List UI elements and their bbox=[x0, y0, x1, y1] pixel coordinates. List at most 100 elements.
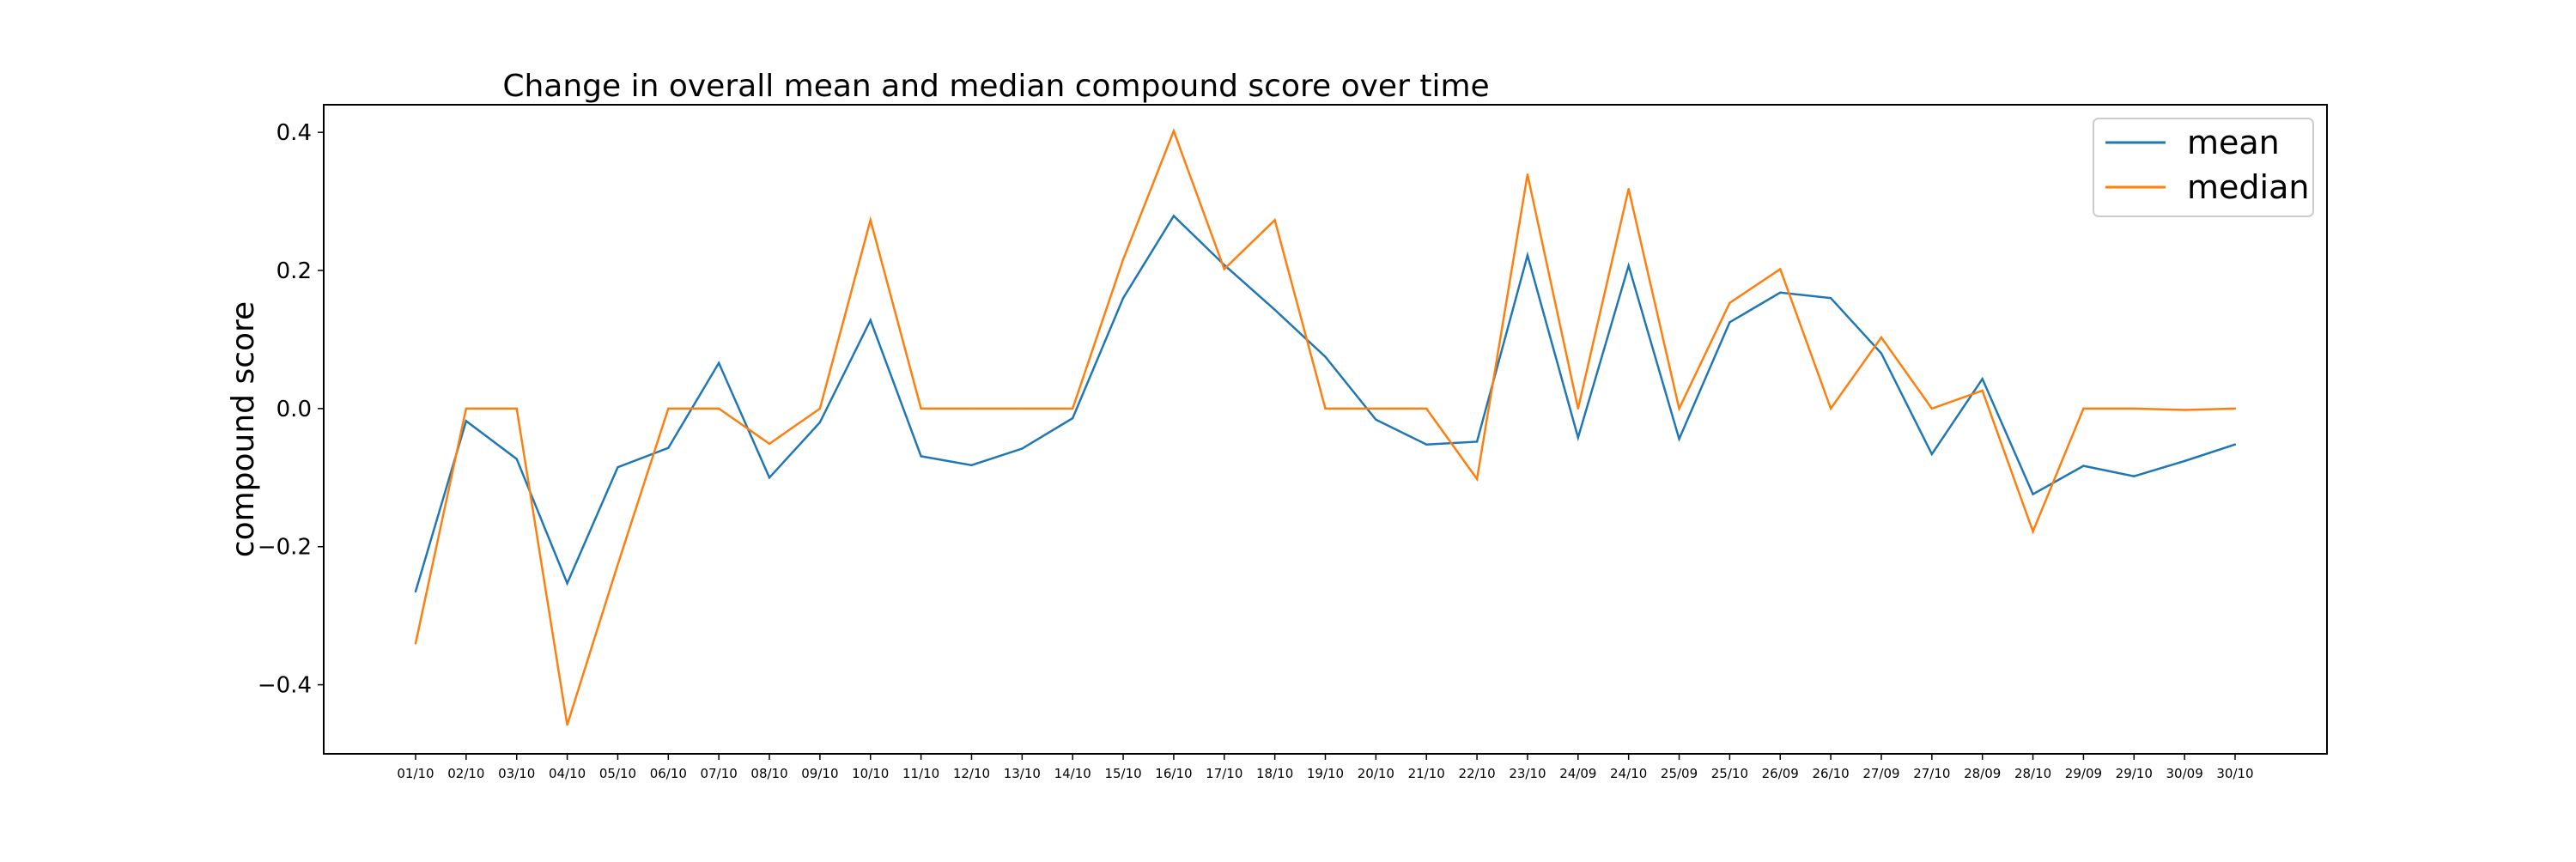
data-point-mean bbox=[1324, 355, 1327, 358]
x-tick-label: 23/10 bbox=[1509, 766, 1546, 781]
data-point-median bbox=[515, 407, 518, 410]
y-tick-label: −0.4 bbox=[258, 673, 312, 699]
x-tick-label: 04/10 bbox=[549, 766, 586, 781]
x-tick-label: 20/10 bbox=[1358, 766, 1394, 781]
data-point-mean bbox=[667, 446, 670, 449]
x-tick-label: 21/10 bbox=[1408, 766, 1445, 781]
x-tick-label: 26/09 bbox=[1762, 766, 1799, 781]
x-tick-label: 27/10 bbox=[1913, 766, 1950, 781]
legend: mean median bbox=[2093, 118, 2314, 217]
data-point-mean bbox=[818, 421, 822, 424]
data-point-mean bbox=[1121, 296, 1125, 300]
data-point-median bbox=[465, 407, 468, 410]
data-point-mean bbox=[1779, 291, 1782, 294]
data-point-mean bbox=[414, 590, 417, 593]
x-tick-label: 15/10 bbox=[1104, 766, 1141, 781]
data-point-mean bbox=[2032, 493, 2034, 495]
data-point-mean bbox=[1375, 418, 1377, 421]
data-point-mean bbox=[2233, 443, 2237, 446]
data-point-median bbox=[1475, 477, 1479, 481]
data-point-median bbox=[869, 219, 872, 222]
data-point-mean bbox=[768, 477, 771, 479]
data-point-median bbox=[1425, 407, 1428, 410]
data-point-median bbox=[1273, 219, 1276, 222]
data-point-median bbox=[1021, 407, 1024, 410]
x-tick-label: 22/10 bbox=[1458, 766, 1495, 781]
data-point-mean bbox=[1172, 215, 1176, 217]
x-tick-label: 30/09 bbox=[2166, 766, 2203, 781]
y-tick-label: −0.2 bbox=[258, 535, 312, 561]
data-point-mean bbox=[1425, 443, 1428, 446]
data-point-median bbox=[566, 724, 568, 726]
x-tick-label: 18/10 bbox=[1256, 766, 1293, 781]
data-point-median bbox=[1981, 389, 1984, 392]
data-point-median bbox=[617, 563, 619, 566]
x-tick-label: 10/10 bbox=[852, 766, 889, 781]
x-tick-label: 07/10 bbox=[701, 766, 738, 781]
x-tick-label: 24/10 bbox=[1610, 766, 1647, 781]
data-point-mean bbox=[1021, 447, 1024, 450]
data-point-mean bbox=[617, 466, 619, 469]
x-tick-label: 29/09 bbox=[2065, 766, 2102, 781]
x-tick-label: 25/09 bbox=[1661, 766, 1698, 781]
x-tick-label: 26/10 bbox=[1812, 766, 1849, 781]
x-tick-label: 25/10 bbox=[1711, 766, 1748, 781]
data-point-median bbox=[1779, 268, 1782, 270]
data-point-median bbox=[1526, 173, 1529, 176]
x-axis-ticks: 01/10 02/10 03/10 04/10 05/10 06/10 07/10 08/10… bbox=[397, 754, 2254, 781]
x-tick-label: 24/09 bbox=[1559, 766, 1596, 781]
x-tick-label: 08/10 bbox=[750, 766, 787, 781]
data-point-mean bbox=[1627, 264, 1630, 267]
data-point-mean bbox=[1829, 296, 1832, 300]
data-point-mean bbox=[1728, 321, 1731, 324]
y-tick-label: 0.2 bbox=[276, 258, 312, 284]
data-point-mean bbox=[1273, 308, 1276, 312]
data-point-mean bbox=[1577, 436, 1580, 439]
data-point-median bbox=[1324, 407, 1327, 410]
data-point-median bbox=[920, 407, 922, 410]
data-point-mean bbox=[1981, 378, 1984, 380]
data-point-median bbox=[667, 407, 670, 410]
data-point-mean bbox=[2183, 459, 2186, 463]
x-tick-label: 12/10 bbox=[953, 766, 990, 781]
data-point-median bbox=[2133, 407, 2136, 410]
series-line-median bbox=[414, 128, 2236, 725]
data-point-mean bbox=[2082, 464, 2085, 467]
data-point-mean bbox=[465, 420, 468, 422]
series-layer bbox=[414, 128, 2237, 726]
x-tick-label: 05/10 bbox=[599, 766, 636, 781]
x-tick-label: 01/10 bbox=[397, 766, 434, 781]
data-point-mean bbox=[1526, 254, 1529, 257]
x-tick-label: 30/10 bbox=[2216, 766, 2253, 781]
data-point-median bbox=[970, 407, 973, 410]
data-point-mean bbox=[970, 464, 973, 467]
x-tick-label: 02/10 bbox=[447, 766, 484, 781]
series-line-mean bbox=[414, 214, 2236, 592]
data-point-median bbox=[1728, 301, 1731, 305]
data-point-mean bbox=[2133, 475, 2136, 477]
data-point-mean bbox=[869, 319, 872, 322]
x-tick-label: 11/10 bbox=[902, 766, 939, 781]
data-point-median bbox=[2082, 407, 2085, 410]
x-tick-label: 03/10 bbox=[498, 766, 535, 781]
data-point-median bbox=[1829, 407, 1832, 410]
legend-mean-label: mean bbox=[2187, 124, 2280, 161]
data-point-median bbox=[414, 642, 417, 645]
legend-median-label: median bbox=[2187, 168, 2309, 206]
data-point-mean bbox=[717, 361, 720, 364]
y-tick-label: 0.4 bbox=[276, 120, 312, 146]
data-point-mean bbox=[1475, 440, 1479, 443]
data-point-median bbox=[2183, 409, 2186, 411]
data-point-median bbox=[1930, 407, 1934, 410]
data-point-mean bbox=[1071, 416, 1074, 420]
data-point-median bbox=[717, 407, 720, 410]
data-point-median bbox=[1678, 407, 1680, 410]
y-axis-label: compound score bbox=[226, 301, 261, 557]
x-tick-label: 28/10 bbox=[2014, 766, 2051, 781]
y-tick-label: 0.0 bbox=[276, 397, 312, 422]
data-point-mean bbox=[1930, 452, 1934, 456]
data-point-median bbox=[1577, 407, 1580, 410]
data-point-median bbox=[768, 442, 771, 446]
chart-title: Change in overall mean and median compou… bbox=[502, 69, 1489, 104]
